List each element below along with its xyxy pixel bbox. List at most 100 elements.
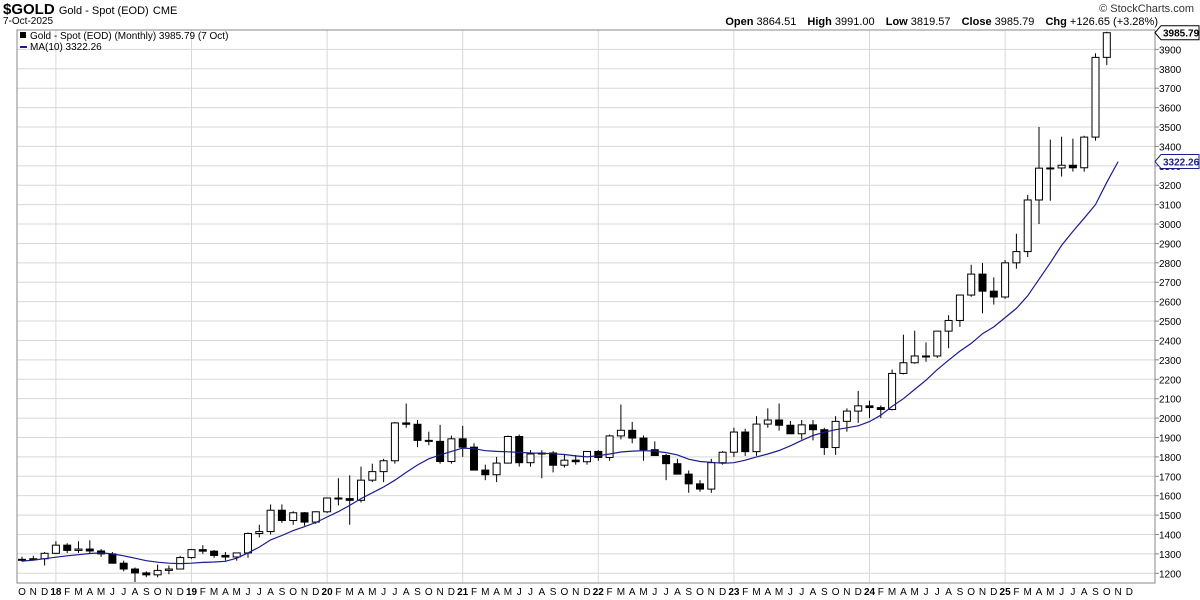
candle-body <box>221 554 230 558</box>
x-tick-label: M <box>752 587 760 598</box>
y-tick-label: 2300 <box>1159 356 1182 367</box>
candle-body <box>605 435 614 458</box>
x-tick-label: J <box>517 587 522 598</box>
y-tick-label: 2700 <box>1159 278 1182 289</box>
candle-body <box>1080 136 1089 169</box>
x-tick-label: M <box>504 587 512 598</box>
x-tick-label: D <box>855 587 862 598</box>
x-tick-label: N <box>436 587 443 598</box>
candle-body <box>594 450 603 458</box>
candle-body <box>458 438 467 448</box>
candle-body <box>311 511 320 523</box>
x-tick-label: D <box>41 587 48 598</box>
candle-body <box>967 273 976 296</box>
candle-body <box>820 429 829 449</box>
y-tick-label: 2200 <box>1159 375 1182 386</box>
candle-body <box>684 473 693 485</box>
y-tick-label: 2600 <box>1159 298 1182 309</box>
candle-body <box>831 420 840 449</box>
x-tick-label: A <box>493 587 500 598</box>
candle-body <box>153 569 162 576</box>
candle-body <box>639 437 648 451</box>
candle-body <box>131 568 139 574</box>
candle-body <box>955 294 964 321</box>
y-tick-label: 2400 <box>1159 336 1182 347</box>
candle-body <box>842 410 851 422</box>
x-tick-label: J <box>121 587 126 598</box>
candle-body <box>244 533 252 554</box>
x-tick-label: A <box>764 587 771 598</box>
candle-body <box>74 548 83 551</box>
ohlc-readout: Open 3864.51 High 3991.00 Low 3819.57 Cl… <box>717 16 1158 28</box>
y-tick-label: 2100 <box>1159 395 1182 406</box>
y-tick-label: 3200 <box>1159 181 1182 192</box>
candle-body <box>119 562 128 570</box>
candle-body <box>673 463 682 475</box>
x-tick-label: J <box>799 587 804 598</box>
x-tick-label: F <box>1013 587 1019 598</box>
symbol-name: Gold - Spot (EOD) <box>58 5 149 17</box>
x-tick-label: A <box>222 587 229 598</box>
x-tick-label: A <box>629 587 636 598</box>
candle-body <box>289 512 298 522</box>
close-label: Close <box>961 16 992 28</box>
candle-body <box>368 471 377 481</box>
candle-body <box>560 459 569 466</box>
candle-body <box>255 531 264 535</box>
candle-body <box>763 419 772 425</box>
legend-main-swatch <box>20 32 26 38</box>
candle-body <box>786 424 795 435</box>
candle-body <box>300 512 309 523</box>
candle-body <box>922 355 930 358</box>
x-tick-label: N <box>843 587 850 598</box>
y-tick-label: 1900 <box>1159 433 1182 444</box>
y-tick-label: 3800 <box>1159 65 1182 76</box>
brand-link[interactable]: © StockCharts.com <box>1099 3 1194 15</box>
x-tick-label: M <box>97 587 105 598</box>
x-tick-label: N <box>301 587 308 598</box>
candle-body <box>492 462 501 476</box>
ma-line <box>21 161 1119 565</box>
candle-body <box>515 436 524 464</box>
x-tick-label: 20 <box>322 587 334 598</box>
candle-body <box>989 290 998 298</box>
x-tick-label: M <box>775 587 783 598</box>
x-tick-label: N <box>30 587 37 598</box>
candle-body <box>978 273 987 292</box>
open-label: Open <box>725 16 754 28</box>
candle-body <box>1035 167 1043 201</box>
candle-body <box>357 479 365 501</box>
x-tick-label: J <box>110 587 115 598</box>
x-tick-label: M <box>1024 587 1032 598</box>
last-price-tag: 3985.79 <box>1163 29 1200 40</box>
candle-body <box>277 509 286 522</box>
x-tick-label: S <box>550 587 557 598</box>
y-tick-label: 1700 <box>1159 472 1182 483</box>
x-axis: O N D 18 F M A M J J A S O N D 19 F M A M J J A S O N D 20 F M A M J J A S O… <box>18 587 1133 598</box>
candle-body <box>334 497 343 500</box>
x-tick-label: O <box>18 587 26 598</box>
ma-value-tag-box <box>1154 154 1200 170</box>
low-value: 3819.57 <box>910 16 951 28</box>
x-tick-label: A <box>1081 587 1088 598</box>
legend-main: Gold - Spot (EOD) (Monthly) 3985.79 (7 O… <box>30 31 228 42</box>
close-value: 3985.79 <box>994 16 1035 28</box>
x-tick-label: O <box>696 587 704 598</box>
candle-body <box>187 549 196 559</box>
x-tick-label: F <box>200 587 206 598</box>
x-tick-label: A <box>132 587 139 598</box>
x-tick-label: M <box>346 587 354 598</box>
x-tick-label: M <box>617 587 625 598</box>
x-tick-label: A <box>810 587 817 598</box>
candle-body <box>1057 164 1066 169</box>
x-tick-label: M <box>481 587 489 598</box>
candle-body <box>899 362 908 374</box>
x-tick-label: J <box>381 587 386 598</box>
candle-body <box>933 330 942 357</box>
x-tick-label: F <box>607 587 613 598</box>
grid-lines <box>17 30 1155 583</box>
candle-body <box>696 483 704 490</box>
x-tick-label: J <box>257 587 262 598</box>
x-tick-label: F <box>471 587 477 598</box>
